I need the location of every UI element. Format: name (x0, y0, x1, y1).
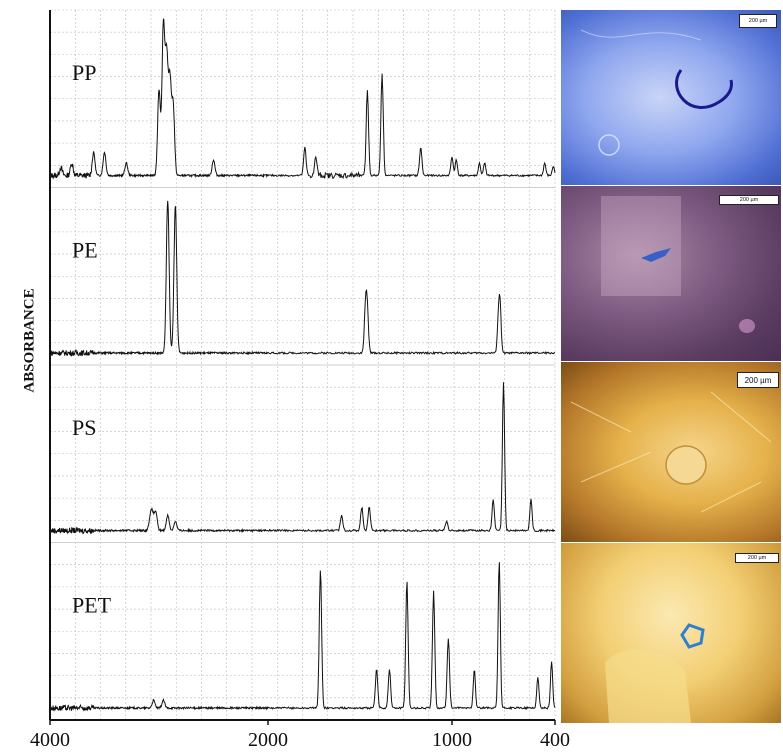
spectrum-pp (49, 18, 556, 180)
scalebar-pe: 200 µm (719, 195, 779, 205)
x-tick-label: 400 (540, 729, 570, 751)
panel-label-pet: PET (72, 593, 112, 618)
spectrum-pe (49, 200, 556, 357)
x-tick-label: 2000 (248, 729, 288, 751)
ps-bead-shape (570, 391, 772, 513)
blue-fiber-shape (580, 29, 733, 156)
pe-particle-shape (601, 196, 755, 333)
x-tick-label: 1000 (432, 729, 472, 751)
panel-labels: PP PE PS PET (72, 60, 112, 618)
micrograph-pet: 200 µm (561, 543, 781, 723)
micrograph-pe: 200 µm (561, 186, 781, 361)
panel-label-ps: PS (72, 415, 96, 440)
spectra (49, 18, 556, 712)
scalebar-pp: 200 µm (739, 14, 777, 28)
x-axis: 4000 2000 1000 400 (30, 10, 570, 751)
spectrum-pet (49, 562, 556, 712)
y-axis-label: ABSORBANCE (21, 287, 38, 393)
spectrum-ps (49, 382, 556, 535)
y-axis-label-wrap: ABSORBANCE (10, 240, 50, 440)
grid (49, 9, 556, 721)
scalebar-pet: 200 µm (735, 553, 779, 563)
micrograph-pp: 200 µm (561, 10, 781, 185)
x-tick-label: 4000 (30, 729, 70, 751)
panel-label-pe: PE (72, 238, 98, 263)
micrograph-ps: 200 µm (561, 362, 781, 542)
panel-label-pp: PP (72, 60, 96, 85)
pet-particle-shape (605, 623, 705, 723)
scalebar-ps: 200 µm (737, 372, 779, 388)
